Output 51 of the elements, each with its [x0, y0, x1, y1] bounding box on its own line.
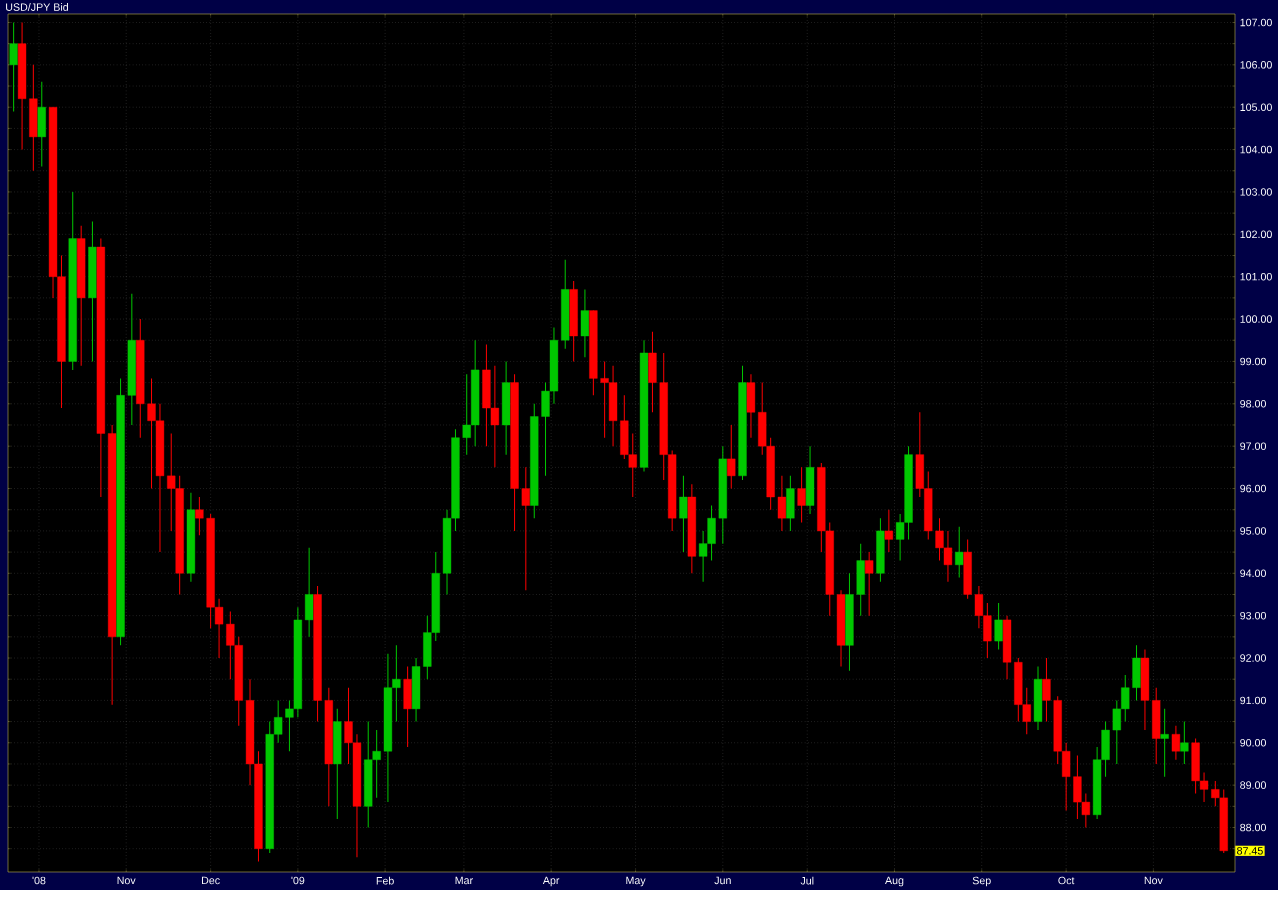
- x-tick-label: Aug: [885, 876, 904, 887]
- y-tick-label: 89.00: [1240, 781, 1266, 789]
- y-tick-label: 103.00: [1240, 188, 1272, 196]
- y-tick-label: 100.00: [1240, 315, 1272, 323]
- y-tick-label: 96.00: [1240, 484, 1266, 493]
- y-tick-label: 93.00: [1240, 611, 1266, 620]
- y-tick-label: 99.00: [1240, 357, 1266, 366]
- candlestick: [727, 424, 736, 490]
- y-tick-label: 102.00: [1240, 230, 1272, 239]
- y-tick-label: 107.00: [1240, 18, 1272, 27]
- candlestick: [955, 526, 964, 579]
- y-tick-label: 92.00: [1240, 654, 1266, 662]
- x-tick-label: Feb: [376, 876, 394, 885]
- y-tick-label: 97.00: [1240, 442, 1266, 450]
- x-tick-label: Dec: [202, 876, 220, 885]
- x-tick-label: Oct: [1058, 876, 1075, 885]
- candlestick: [797, 466, 806, 523]
- y-tick-label: 106.00: [1240, 61, 1272, 69]
- candlestick: [521, 466, 530, 591]
- y-tick-label: 95.00: [1240, 527, 1266, 535]
- candlestick: [777, 475, 787, 532]
- candlestick: [994, 602, 1003, 651]
- x-tick-label: Apr: [542, 876, 560, 887]
- annotation: 87.45: [1237, 847, 1263, 855]
- y-tick-label: 105.00: [1240, 103, 1272, 111]
- candlestick: [1171, 725, 1181, 761]
- candlestick: [884, 509, 893, 553]
- x-tick-label: Sep: [972, 876, 991, 887]
- y-tick-label: 88.00: [1240, 823, 1266, 832]
- x-tick-label: '09: [291, 876, 305, 885]
- y-tick-label: 90.00: [1240, 739, 1266, 747]
- x-tick-label: May: [626, 876, 646, 887]
- candlestick: [9, 21, 18, 112]
- candlestick: [1160, 708, 1169, 778]
- x-tick-label: Nov: [117, 876, 136, 885]
- candlestick: [1180, 721, 1189, 765]
- candlestick: [1042, 657, 1051, 723]
- y-tick-label: 91.00: [1240, 696, 1266, 705]
- y-tick-label: 94.00: [1240, 569, 1266, 578]
- x-tick-label: Nov: [1144, 876, 1163, 885]
- candlestick: [195, 496, 204, 536]
- y-tick-label: 101.00: [1240, 272, 1272, 281]
- x-tick-label: Jul: [800, 876, 814, 885]
- candlestick: [679, 475, 688, 553]
- x-tick-label: Mar: [455, 876, 473, 885]
- chart-title: USD/JPY Bid: [6, 3, 68, 11]
- candlestick: [865, 551, 874, 617]
- x-tick-label: Jun: [714, 876, 731, 885]
- y-tick-label: 104.00: [1240, 145, 1272, 154]
- x-tick-label: '08: [32, 876, 46, 885]
- y-tick-label: 98.00: [1240, 400, 1266, 408]
